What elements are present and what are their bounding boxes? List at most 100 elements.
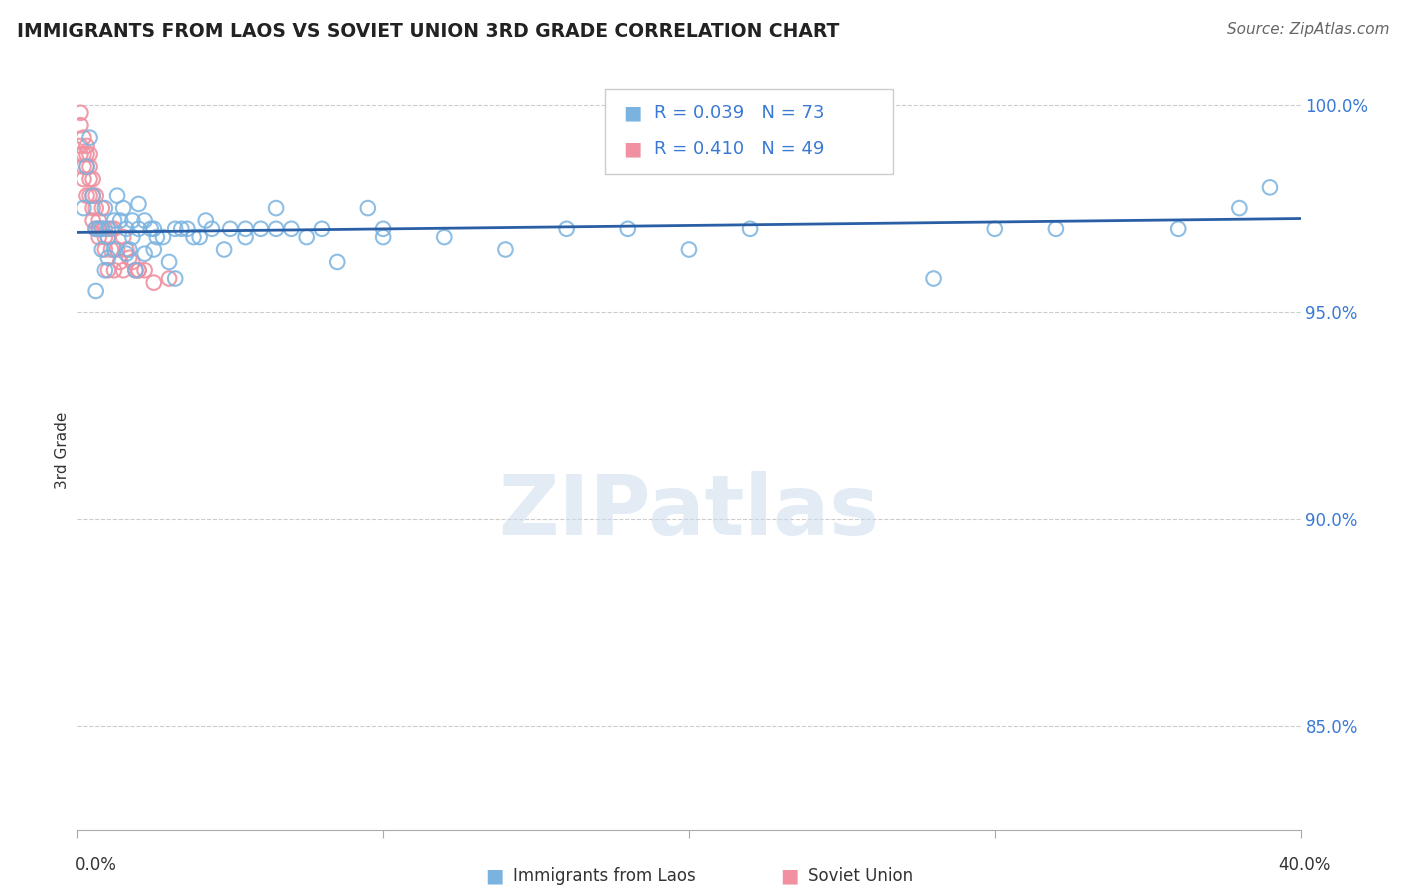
- Point: [617, 222, 640, 236]
- Point: [90, 243, 112, 257]
- Point: [118, 251, 141, 265]
- Point: [139, 222, 162, 236]
- Point: [94, 222, 117, 236]
- Point: [121, 255, 143, 269]
- Text: ■: ■: [623, 103, 641, 123]
- Point: [94, 201, 117, 215]
- Point: [219, 222, 242, 236]
- Point: [112, 230, 135, 244]
- Point: [90, 222, 112, 236]
- Point: [165, 222, 187, 236]
- Point: [1229, 201, 1251, 215]
- Point: [165, 271, 187, 285]
- Point: [831, 130, 853, 145]
- Point: [90, 201, 112, 215]
- Point: [555, 222, 578, 236]
- Point: [72, 147, 94, 161]
- Point: [87, 222, 110, 236]
- Point: [112, 263, 135, 277]
- Text: IMMIGRANTS FROM LAOS VS SOVIET UNION 3RD GRADE CORRELATION CHART: IMMIGRANTS FROM LAOS VS SOVIET UNION 3RD…: [17, 22, 839, 41]
- Point: [127, 263, 149, 277]
- Point: [984, 222, 1007, 236]
- Point: [97, 230, 120, 244]
- Point: [69, 139, 91, 153]
- Point: [212, 243, 235, 257]
- Point: [82, 213, 104, 227]
- Point: [82, 172, 104, 186]
- Point: [97, 251, 120, 265]
- Point: [678, 243, 700, 257]
- Point: [118, 243, 141, 257]
- Point: [76, 160, 98, 174]
- Point: [371, 222, 394, 236]
- Point: [433, 230, 456, 244]
- Point: [69, 118, 91, 132]
- Point: [97, 222, 120, 236]
- Point: [127, 222, 149, 236]
- Point: [157, 271, 180, 285]
- Point: [84, 284, 107, 298]
- Point: [280, 222, 302, 236]
- Point: [94, 230, 117, 244]
- Point: [100, 243, 122, 257]
- Point: [103, 213, 125, 227]
- Point: [124, 263, 146, 277]
- Point: [235, 222, 257, 236]
- Text: ZIPatlas: ZIPatlas: [499, 471, 879, 551]
- Point: [76, 139, 98, 153]
- Point: [922, 271, 945, 285]
- Point: [152, 230, 174, 244]
- Point: [201, 222, 224, 236]
- Point: [103, 263, 125, 277]
- Point: [142, 276, 165, 290]
- Point: [79, 188, 101, 202]
- Point: [79, 172, 101, 186]
- Text: 0.0%: 0.0%: [75, 855, 117, 873]
- Point: [170, 222, 193, 236]
- Point: [127, 263, 149, 277]
- Point: [87, 222, 110, 236]
- Text: Source: ZipAtlas.com: Source: ZipAtlas.com: [1226, 22, 1389, 37]
- Text: R = 0.410   N = 49: R = 0.410 N = 49: [654, 140, 824, 158]
- Point: [326, 255, 349, 269]
- Point: [72, 201, 94, 215]
- Point: [76, 147, 98, 161]
- Point: [371, 230, 394, 244]
- Point: [134, 263, 156, 277]
- Point: [103, 222, 125, 236]
- Point: [194, 213, 217, 227]
- Point: [79, 147, 101, 161]
- Point: [176, 222, 198, 236]
- Point: [69, 147, 91, 161]
- Point: [72, 130, 94, 145]
- Text: Soviet Union: Soviet Union: [808, 867, 914, 885]
- Point: [1045, 222, 1067, 236]
- Point: [124, 263, 146, 277]
- Point: [157, 255, 180, 269]
- Point: [72, 160, 94, 174]
- Text: ■: ■: [623, 139, 641, 159]
- Point: [72, 172, 94, 186]
- Point: [90, 222, 112, 236]
- Point: [235, 230, 257, 244]
- Point: [108, 255, 131, 269]
- Point: [79, 160, 101, 174]
- Point: [79, 130, 101, 145]
- Point: [183, 230, 205, 244]
- Point: [82, 188, 104, 202]
- Point: [295, 230, 318, 244]
- Point: [105, 243, 128, 257]
- Point: [82, 188, 104, 202]
- Point: [97, 263, 120, 277]
- Point: [87, 230, 110, 244]
- Point: [740, 222, 762, 236]
- Point: [76, 160, 98, 174]
- Point: [87, 213, 110, 227]
- Point: [121, 230, 143, 244]
- Point: [108, 213, 131, 227]
- Point: [188, 230, 211, 244]
- Point: [121, 213, 143, 227]
- Point: [82, 201, 104, 215]
- Point: [1167, 222, 1189, 236]
- Point: [112, 201, 135, 215]
